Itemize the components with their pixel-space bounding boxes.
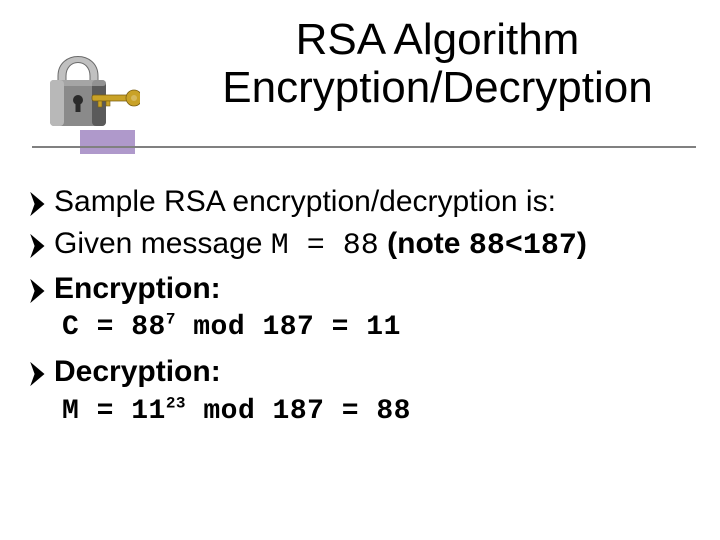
dec-rhs: mod 187 = 88 xyxy=(186,396,411,427)
bullet-3: Encryption: xyxy=(28,270,700,308)
bullet-4-text: Decryption: xyxy=(54,353,221,391)
bullet-4: Decryption: xyxy=(28,353,700,391)
encryption-formula: C = 887 mod 187 = 11 xyxy=(62,312,700,343)
chevron-icon xyxy=(28,189,50,219)
b2-code: M = 88 xyxy=(271,229,379,263)
content-area: Sample RSA encryption/decryption is: Giv… xyxy=(20,183,700,427)
title-line-2: Encryption/Decryption xyxy=(185,64,690,112)
enc-exp: 7 xyxy=(166,311,176,329)
enc-lhs: C = 88 xyxy=(62,312,166,343)
chevron-icon xyxy=(28,359,50,389)
bullet-2: Given message M = 88 (note 88<187) xyxy=(28,225,700,265)
enc-rhs: mod 187 = 11 xyxy=(176,312,401,343)
bullet-2-text: Given message M = 88 (note 88<187) xyxy=(54,225,587,265)
title-line-1: RSA Algorithm xyxy=(185,16,690,64)
b2-post: (note xyxy=(379,227,469,260)
title-block: RSA Algorithm Encryption/Decryption xyxy=(185,16,690,111)
purple-accent-bar xyxy=(80,130,135,154)
slide: RSA Algorithm Encryption/Decryption Samp… xyxy=(0,0,720,540)
lock-key-icon xyxy=(30,38,140,133)
bullet-3-text: Encryption: xyxy=(54,270,221,308)
chevron-icon xyxy=(28,231,50,261)
dec-lhs: M = 11 xyxy=(62,396,166,427)
b2-note-code: 88<187 xyxy=(469,229,577,263)
b2-close: ) xyxy=(577,227,587,260)
decryption-formula: M = 1123 mod 187 = 88 xyxy=(62,396,700,427)
header: RSA Algorithm Encryption/Decryption xyxy=(20,10,700,165)
title-underline xyxy=(32,146,696,148)
bullet-1: Sample RSA encryption/decryption is: xyxy=(28,183,700,221)
bullet-1-text: Sample RSA encryption/decryption is: xyxy=(54,183,556,221)
dec-exp: 23 xyxy=(166,394,186,412)
b2-pre: Given message xyxy=(54,227,271,260)
chevron-icon xyxy=(28,276,50,306)
